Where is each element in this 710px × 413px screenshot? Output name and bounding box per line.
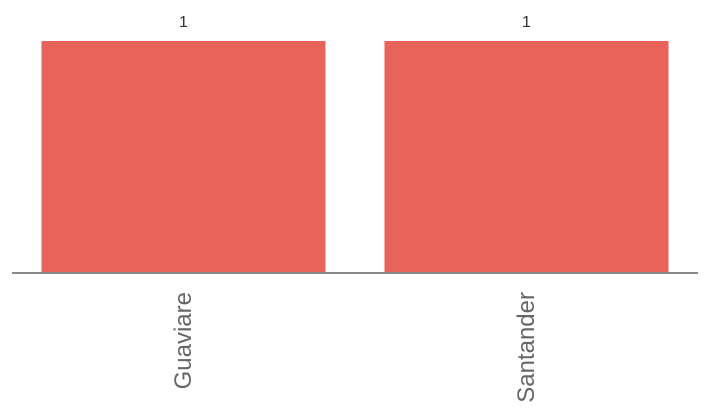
data-label-guaviare: 1 [179, 14, 188, 31]
x-tick-label-guaviare: Guaviare [170, 292, 197, 389]
x-tick-label-santander: Santander [513, 292, 540, 403]
bar-guaviare [41, 41, 326, 273]
x-tick-labels-group: Guaviare Santander [170, 292, 540, 403]
bar-santander [384, 41, 669, 273]
bars-group [41, 41, 669, 273]
data-label-santander: 1 [522, 14, 531, 31]
